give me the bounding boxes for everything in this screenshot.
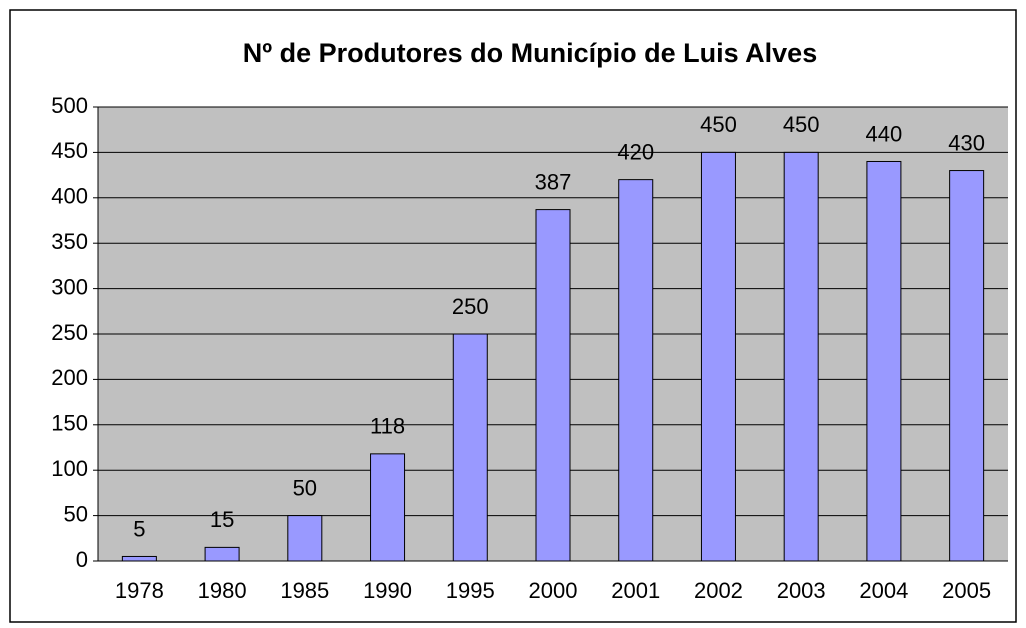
data-label: 440 [866,121,903,146]
x-tick-label: 1980 [198,578,247,603]
data-label: 118 [370,414,405,439]
x-tick-label: 1995 [446,578,495,603]
y-tick-label: 450 [51,138,88,163]
bar [700,151,736,562]
data-label: 430 [948,130,985,155]
bar [618,179,654,562]
bar [121,555,157,562]
y-tick-label: 100 [51,456,88,481]
bar [783,151,819,562]
data-label: 420 [617,139,654,164]
x-tick-label: 2004 [859,578,908,603]
y-tick-label: 200 [51,365,88,390]
data-label: 50 [293,475,317,500]
data-label: 450 [783,112,820,137]
x-tick-label: 2002 [694,578,743,603]
x-tick-label: 2003 [777,578,826,603]
bar [287,515,323,562]
x-tick-label: 1978 [115,578,164,603]
x-tick-label: 1990 [363,578,412,603]
data-label: 5 [133,516,145,541]
bar [949,170,985,562]
bar [535,209,571,562]
data-label: 250 [452,294,489,319]
bar [866,160,902,562]
y-tick-label: 150 [51,411,88,436]
chart-title: Nº de Produtores do Município de Luis Al… [243,38,817,68]
data-label: 387 [535,169,572,194]
y-tick-label: 0 [76,547,88,572]
y-tick-label: 350 [51,229,88,254]
y-tick-label: 50 [64,501,88,526]
data-label: 450 [700,112,737,137]
data-label: 15 [210,507,234,532]
x-tick-label: 2000 [529,578,578,603]
x-tick-label: 1985 [280,578,329,603]
y-tick-label: 300 [51,274,88,299]
bar [204,546,240,562]
x-tick-label: 2001 [611,578,660,603]
bar [370,453,406,562]
y-tick-label: 400 [51,184,88,209]
y-tick-label: 500 [51,93,88,118]
y-tick-label: 250 [51,320,88,345]
bar [452,333,488,562]
x-tick-label: 2005 [942,578,991,603]
